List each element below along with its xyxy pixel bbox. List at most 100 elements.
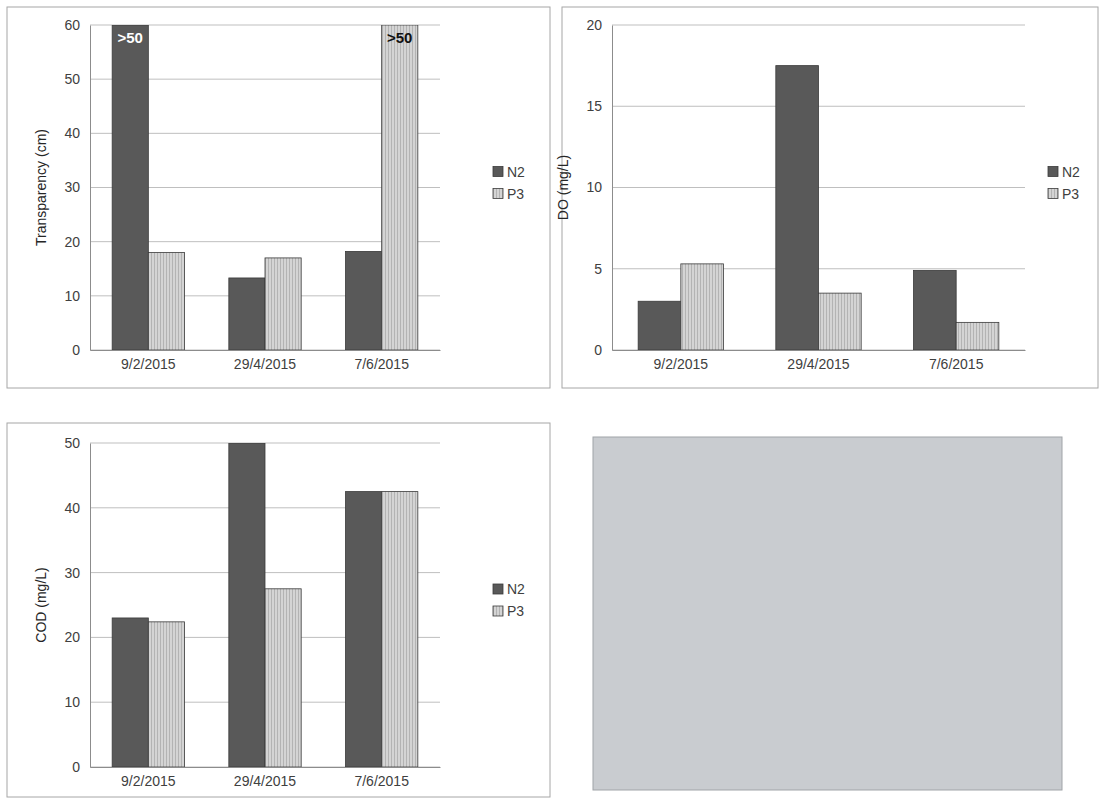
grid-line (612, 25, 1025, 26)
tick-label: 9/2/2015 (121, 773, 176, 789)
y-axis: 0 10 20 30 40 50 60 (64, 17, 90, 358)
data-label: >50 (118, 29, 143, 46)
tick: 10 (64, 694, 90, 710)
legend-label: P3 (1062, 186, 1079, 202)
legend-label: N2 (507, 164, 525, 180)
axis-title: DO (mg/L) (555, 155, 571, 220)
legend-swatch (1048, 167, 1058, 177)
tick-label: 50 (64, 71, 80, 87)
bar (681, 264, 724, 350)
tick-label: 30 (64, 179, 80, 195)
tick-label: 7/6/2015 (354, 356, 409, 372)
legend-swatch (493, 189, 503, 199)
bar (638, 301, 681, 350)
tick-label: 29/4/2015 (234, 773, 296, 789)
x-axis: 9/2/2015 29/4/2015 7/6/2015 (613, 350, 1026, 372)
x-axis: 9/2/2015 29/4/2015 7/6/2015 (91, 767, 441, 789)
legend-label: P3 (507, 186, 524, 202)
bar (229, 278, 265, 350)
tick-label: 15 (586, 98, 602, 114)
y-axis: 0 10 20 30 40 50 (64, 435, 90, 775)
tick-label: 20 (64, 629, 80, 645)
legend-label: N2 (507, 581, 525, 597)
tick-label: 0 (72, 759, 80, 775)
legend-swatch (493, 584, 503, 594)
legend-swatch (1048, 189, 1058, 199)
tick: 29/4/2015 (787, 350, 849, 372)
tick: 10 (64, 288, 90, 304)
bars (112, 443, 418, 767)
chart-panel: 0 10 20 30 40 50 9/2/2015 29/4/2015 7/6/2015 COD … (7, 423, 550, 797)
tick-label: 10 (64, 694, 80, 710)
axis-line (90, 26, 91, 351)
legend-label: N2 (1062, 164, 1080, 180)
bars (112, 25, 418, 350)
bar (112, 25, 148, 350)
tick-label: 29/4/2015 (234, 356, 296, 372)
tick-label: 5 (594, 261, 602, 277)
tick-label: 10 (64, 288, 80, 304)
tick-label: 60 (64, 17, 80, 33)
tick: 50 (64, 435, 90, 451)
data-label: >50 (387, 29, 412, 46)
axis-line (613, 350, 1026, 351)
legend: N2P3 (1048, 164, 1080, 202)
bar (956, 322, 999, 350)
axis-line (612, 26, 613, 351)
axis-line (91, 767, 441, 768)
tick: 7/6/2015 (354, 767, 409, 789)
bar (382, 25, 418, 350)
tick-label: 30 (64, 565, 80, 581)
tick: 30 (64, 179, 90, 195)
tick: 20 (586, 17, 612, 33)
tick: 50 (64, 71, 90, 87)
bar (265, 258, 301, 350)
tick: 7/6/2015 (929, 350, 984, 372)
tick: 10 (586, 179, 612, 195)
bar (913, 270, 956, 350)
tick: 9/2/2015 (654, 350, 709, 372)
bar (148, 253, 184, 351)
tick: 5 (594, 261, 612, 277)
y-axis: 0 5 10 15 20 (586, 17, 612, 358)
tick: 9/2/2015 (121, 767, 176, 789)
panel-frame (562, 7, 1098, 388)
bar (148, 622, 184, 767)
bars (638, 66, 999, 350)
tick: 40 (64, 500, 90, 516)
tick: 29/4/2015 (234, 350, 296, 372)
tick-label: 40 (64, 125, 80, 141)
tick-label: 7/6/2015 (929, 356, 984, 372)
legend-swatch (493, 606, 503, 616)
grid (90, 25, 440, 350)
tick: 20 (64, 629, 90, 645)
bar (776, 66, 819, 350)
bar (229, 443, 265, 767)
panel-frame (7, 7, 550, 388)
legend-swatch (493, 167, 503, 177)
axis-title: COD (mg/L) (33, 567, 49, 642)
legend: N2P3 (493, 581, 525, 619)
axis-line (91, 350, 441, 351)
legend: N2P3 (493, 164, 525, 202)
tick-label: 0 (594, 342, 602, 358)
tick-label: 20 (64, 234, 80, 250)
tick: 40 (64, 125, 90, 141)
axis-title: Transparency (cm) (33, 129, 49, 246)
tick: 0 (72, 342, 90, 358)
tick: 60 (64, 17, 90, 33)
chart-panel: 0 5 10 15 20 9/2/2015 29/4/2015 7/6/2015 DO (mg/… (555, 7, 1098, 388)
bar (265, 589, 301, 767)
tick-label: 0 (72, 342, 80, 358)
bar (346, 251, 382, 350)
tick-label: 9/2/2015 (654, 356, 709, 372)
tick-label: 50 (64, 435, 80, 451)
tick: 20 (64, 234, 90, 250)
x-axis: 9/2/201529/4/20157/6/2015 (91, 350, 441, 372)
tick: 0 (594, 342, 612, 358)
tick: 0 (72, 759, 90, 775)
grid (90, 443, 440, 767)
bar (819, 293, 862, 350)
tick: 30 (64, 565, 90, 581)
chart-panel: 01020304050609/2/201529/4/20157/6/2015Tr… (7, 7, 550, 388)
